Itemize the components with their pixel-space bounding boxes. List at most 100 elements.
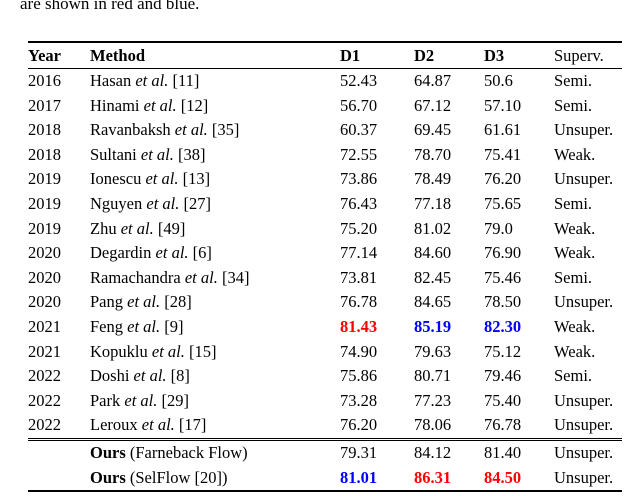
header-row: Year Method D1 D2 D3 Superv. (28, 42, 622, 69)
score-cell: 78.50 (484, 292, 522, 312)
score-cell: 81.43 (340, 316, 378, 336)
method-text: Doshi (90, 366, 134, 386)
method-etal: et al. (184, 267, 218, 287)
year-cell: 2022 (28, 390, 61, 410)
supervision-cell: Weak. (554, 243, 596, 263)
method-cell: Feng et al. [9] (90, 315, 340, 340)
method-etal: et al. (174, 120, 208, 140)
score-cell: 61.61 (484, 120, 522, 140)
table-row: 2016 Hasan et al. [11] 52.43 64.87 50.6 Semi. (28, 69, 622, 94)
method-cell: Leroux et al. [17] (90, 413, 340, 439)
method-etal: et al. (124, 390, 158, 410)
year-cell: 2022 (28, 366, 61, 386)
method-cell: Zhu et al. [49] (90, 217, 340, 242)
method-text: Feng (90, 316, 128, 336)
method-cell: Hasan et al. [11] (90, 69, 340, 94)
table-row: 2021 Feng et al. [9] 81.43 85.19 82.30 Weak. (28, 315, 622, 340)
supervision-cell: Semi. (554, 366, 593, 386)
year-cell: 2020 (28, 292, 61, 312)
supervision-cell: Semi. (554, 193, 593, 213)
caption-fragment: are shown in red and blue. (20, 0, 200, 13)
score-cell: 60.37 (340, 120, 378, 140)
score-cell: 78.06 (414, 415, 452, 435)
score-cell: 82.30 (484, 316, 522, 336)
table-row: Ours (SelFlow [20]) 81.01 86.31 84.50 Unsupe… (28, 466, 622, 492)
method-cell: Sultani et al. [38] (90, 143, 340, 168)
method-etal: et al. (133, 366, 167, 386)
method-cell: Degardin et al. [6] (90, 241, 340, 266)
method-etal: et al. (140, 144, 174, 164)
supervision-cell: Unsuper. (554, 169, 614, 189)
method-cell: Ravanbaksh et al. [35] (90, 118, 340, 143)
method-cell: Pang et al. [28] (90, 290, 340, 315)
table-row: 2022 Doshi et al. [8] 75.86 80.71 79.46 Semi. (28, 364, 622, 389)
year-cell: 2019 (28, 193, 61, 213)
score-cell: 77.18 (414, 193, 452, 213)
score-cell: 75.65 (484, 193, 522, 213)
method-text: [11] (168, 71, 200, 90)
score-cell: 50.6 (484, 71, 513, 90)
year-cell: 2021 (28, 316, 61, 336)
table-row: 2019 Nguyen et al. [27] 76.43 77.18 75.65 Sem… (28, 192, 622, 217)
table-row: 2017 Hinami et al. [12] 56.70 67.12 57.10 Sem… (28, 94, 622, 119)
score-cell: 75.46 (484, 267, 522, 287)
table-row: 2020 Ramachandra et al. [34] 73.81 82.45 75.… (28, 266, 622, 291)
method-etal: et al. (120, 218, 154, 238)
year-cell (28, 466, 90, 492)
column-header-d2: D2 (414, 42, 484, 69)
supervision-cell: Unsuper. (554, 437, 622, 466)
score-cell: 52.43 (340, 71, 378, 90)
method-cell: Ours (Farneback Flow) (90, 437, 340, 466)
score-cell: 84.60 (414, 243, 452, 263)
score-cell: 75.40 (484, 390, 522, 410)
method-cell: Nguyen et al. [27] (90, 192, 340, 217)
method-etal: et al. (127, 316, 161, 336)
table-row: 2019 Zhu et al. [49] 75.20 81.02 79.0 Weak. (28, 217, 622, 242)
score-cell: 76.78 (484, 415, 522, 435)
score-cell: 84.12 (414, 437, 484, 466)
method-text: Degardin (90, 243, 156, 263)
table-row: 2018 Sultani et al. [38] 72.55 78.70 75.41 We… (28, 143, 622, 168)
supervision-cell: Weak. (554, 144, 596, 164)
method-text: Hinami (90, 95, 144, 115)
method-text: [49] (153, 218, 186, 238)
method-text: [27] (179, 193, 212, 213)
score-cell: 75.41 (484, 144, 522, 164)
method-cell: Ours (SelFlow [20]) (90, 466, 340, 492)
score-cell: 76.90 (484, 243, 522, 263)
score-cell: 81.40 (484, 437, 554, 466)
method-text: [29] (157, 390, 190, 410)
score-cell: 75.86 (340, 366, 378, 386)
score-cell: 56.70 (340, 95, 378, 115)
supervision-cell: Semi. (554, 71, 593, 90)
method-text: (Farneback Flow) (125, 442, 248, 462)
supervision-cell: Unsuper. (554, 390, 614, 410)
score-cell: 75.20 (340, 218, 378, 238)
supervision-cell: Unsuper. (554, 415, 614, 435)
year-cell: 2016 (28, 71, 61, 90)
column-header-method: Method (90, 42, 340, 69)
score-cell: 75.12 (484, 341, 522, 361)
method-text: Nguyen (90, 193, 147, 213)
method-text: Hasan (90, 71, 136, 90)
method-text: Ramachandra (90, 267, 185, 287)
method-cell: Park et al. [29] (90, 389, 340, 414)
year-cell: 2020 (28, 267, 61, 287)
year-cell: 2020 (28, 243, 61, 263)
method-cell: Ionescu et al. [13] (90, 167, 340, 192)
score-cell: 69.45 (414, 120, 452, 140)
score-cell: 57.10 (484, 95, 522, 115)
supervision-cell: Weak. (554, 341, 596, 361)
column-header-year: Year (28, 42, 90, 69)
results-table: Year Method D1 D2 D3 Superv. 2016 Hasan e… (28, 41, 622, 493)
method-cell: Hinami et al. [12] (90, 94, 340, 119)
table-row: 2020 Degardin et al. [6] 77.14 84.60 76.90 We… (28, 241, 622, 266)
score-cell: 73.81 (340, 267, 378, 287)
score-cell: 78.49 (414, 169, 452, 189)
method-text: [15] (184, 341, 217, 361)
method-text: [17] (174, 415, 207, 435)
method-cell: Doshi et al. [8] (90, 364, 340, 389)
score-cell: 86.31 (414, 467, 452, 487)
method-text: [34] (217, 267, 250, 287)
method-text: Leroux (90, 415, 142, 435)
